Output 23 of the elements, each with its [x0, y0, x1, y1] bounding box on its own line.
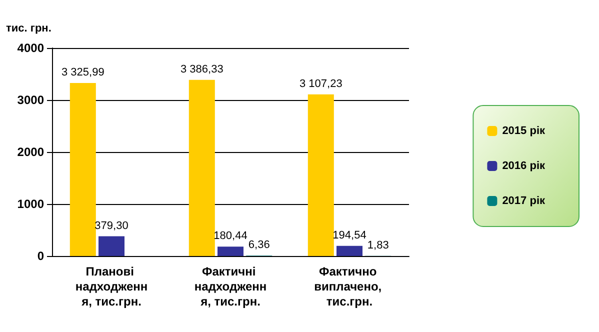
data-label: 3 386,33: [180, 63, 224, 76]
y-tick-label: 1000: [17, 197, 44, 211]
data-label: 6,36: [248, 239, 270, 252]
legend-label: 2016 рік: [502, 160, 546, 172]
bar: [98, 236, 124, 256]
bar: [308, 94, 334, 256]
data-label: 3 107,23: [299, 78, 342, 90]
y-tick-label: 3000: [17, 93, 44, 107]
x-tick-label: Фактичні надходження, тис.грн.: [194, 264, 267, 308]
data-label: 1,83: [367, 239, 389, 252]
bar: [336, 246, 362, 256]
y-tick-label: 4000: [17, 41, 44, 55]
y-axis-title: тис. грн.: [6, 22, 52, 34]
x-tick-label: Фактично виплачено, тис.грн.: [314, 264, 385, 308]
legend-label: 2015 рік: [502, 125, 546, 137]
x-tick-label: Планові надходження, тис.грн.: [75, 264, 148, 308]
y-tick-label: 2000: [17, 145, 44, 159]
bar: [188, 80, 215, 256]
legend-label: 2017 рік: [502, 195, 546, 207]
bar: [218, 246, 244, 256]
y-tick-label: 0: [37, 249, 44, 263]
data-label: 3 325,99: [61, 66, 104, 79]
bar: [70, 83, 96, 256]
